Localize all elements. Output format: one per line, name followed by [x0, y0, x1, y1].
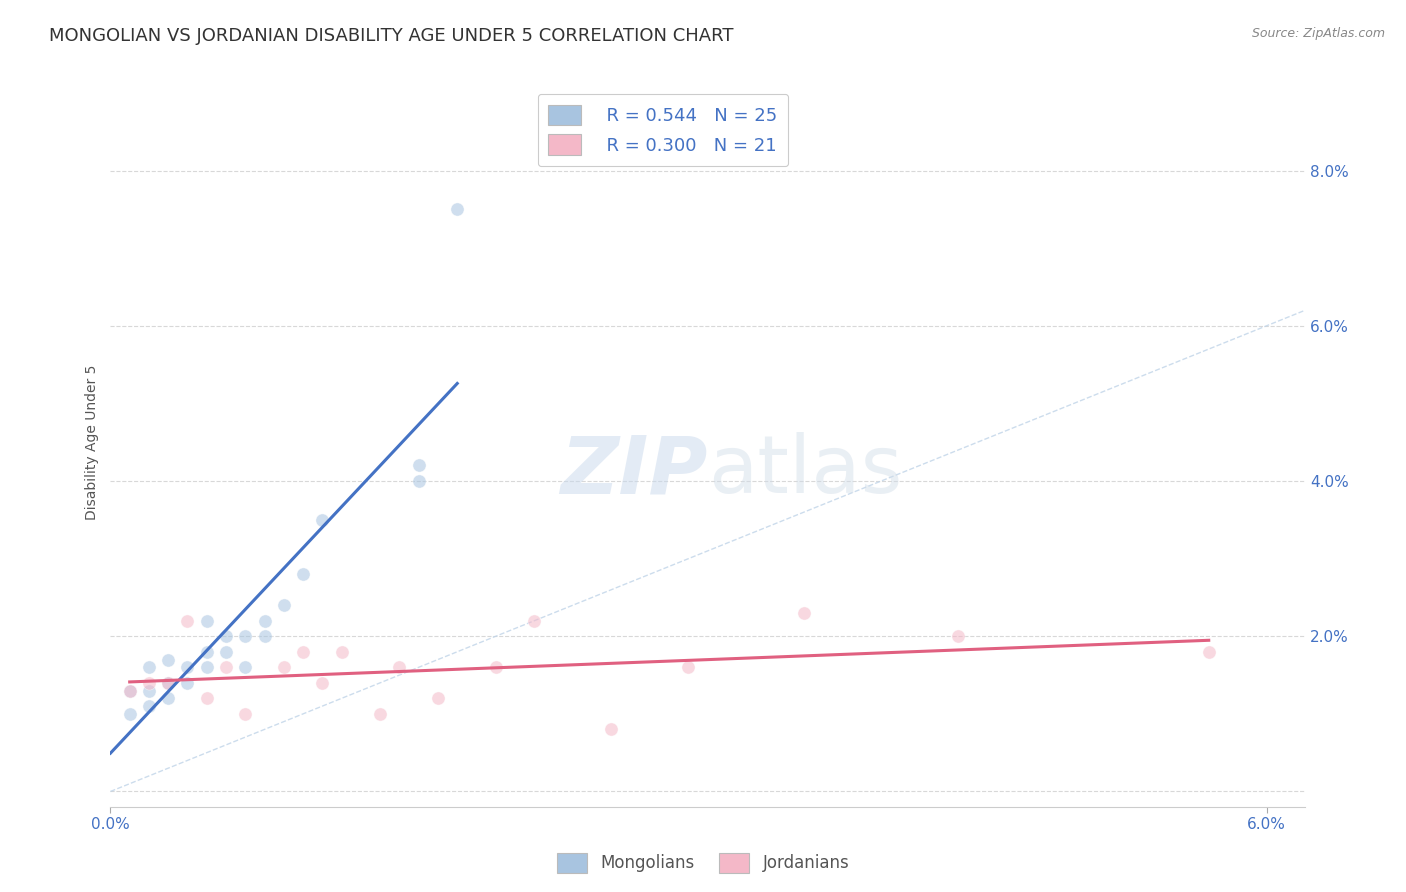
Point	[176, 614, 198, 628]
Point	[408, 458, 430, 473]
Point	[215, 629, 238, 643]
Point	[138, 699, 160, 714]
Point	[292, 567, 315, 582]
Point	[523, 614, 546, 628]
Point	[176, 675, 198, 690]
Point	[446, 202, 468, 217]
Point	[118, 683, 141, 698]
Point	[157, 675, 180, 690]
Y-axis label: Disability Age Under 5: Disability Age Under 5	[86, 365, 100, 520]
Point	[138, 683, 160, 698]
Point	[215, 645, 238, 659]
Text: ZIP: ZIP	[561, 433, 707, 510]
Text: atlas: atlas	[707, 433, 903, 510]
Point	[195, 660, 218, 674]
Point	[311, 675, 333, 690]
Point	[233, 660, 256, 674]
Point	[427, 691, 450, 706]
Point	[233, 706, 256, 721]
Point	[273, 660, 295, 674]
Point	[253, 614, 276, 628]
Text: Source: ZipAtlas.com: Source: ZipAtlas.com	[1251, 27, 1385, 40]
Point	[948, 629, 970, 643]
Point	[195, 614, 218, 628]
Point	[330, 645, 353, 659]
Point	[233, 629, 256, 643]
Point	[1198, 645, 1220, 659]
Point	[138, 675, 160, 690]
Point	[292, 645, 315, 659]
Legend:   R = 0.544   N = 25,   R = 0.300   N = 21: R = 0.544 N = 25, R = 0.300 N = 21	[537, 94, 789, 166]
Point	[138, 660, 160, 674]
Point	[600, 723, 623, 737]
Point	[176, 660, 198, 674]
Text: MONGOLIAN VS JORDANIAN DISABILITY AGE UNDER 5 CORRELATION CHART: MONGOLIAN VS JORDANIAN DISABILITY AGE UN…	[49, 27, 734, 45]
Point	[195, 691, 218, 706]
Point	[678, 660, 700, 674]
Point	[215, 660, 238, 674]
Point	[253, 629, 276, 643]
Point	[118, 683, 141, 698]
Point	[157, 691, 180, 706]
Point	[793, 606, 815, 620]
Legend: Mongolians, Jordanians: Mongolians, Jordanians	[550, 847, 856, 880]
Point	[368, 706, 391, 721]
Point	[273, 598, 295, 612]
Point	[311, 513, 333, 527]
Point	[485, 660, 508, 674]
Point	[157, 652, 180, 666]
Point	[195, 645, 218, 659]
Point	[408, 474, 430, 488]
Point	[388, 660, 411, 674]
Point	[118, 706, 141, 721]
Point	[157, 675, 180, 690]
